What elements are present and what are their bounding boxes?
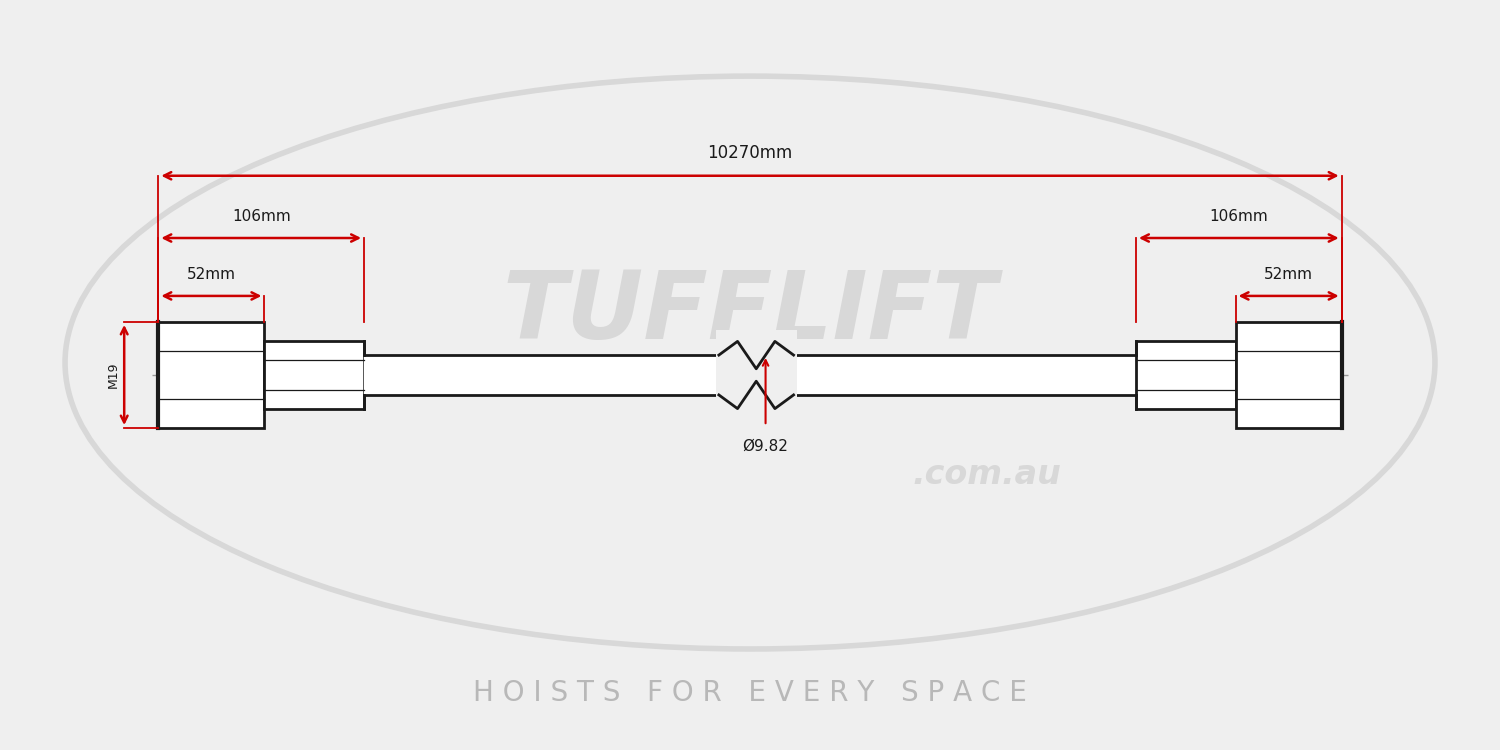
- FancyBboxPatch shape: [1236, 322, 1341, 428]
- Text: 10270mm: 10270mm: [708, 144, 792, 162]
- FancyBboxPatch shape: [1136, 340, 1236, 410]
- Bar: [716, 330, 797, 420]
- Text: TUFFLIFT: TUFFLIFT: [503, 267, 998, 358]
- Text: 52mm: 52mm: [188, 267, 236, 282]
- Text: .com.au: .com.au: [912, 458, 1060, 491]
- Text: 52mm: 52mm: [1264, 267, 1312, 282]
- Text: M19: M19: [106, 362, 120, 388]
- FancyBboxPatch shape: [264, 340, 364, 410]
- FancyBboxPatch shape: [159, 322, 264, 428]
- Text: 106mm: 106mm: [1209, 209, 1268, 224]
- Text: 106mm: 106mm: [232, 209, 291, 224]
- Text: Ø9.82: Ø9.82: [742, 439, 789, 454]
- Text: H O I S T S   F O R   E V E R Y   S P A C E: H O I S T S F O R E V E R Y S P A C E: [472, 679, 1028, 706]
